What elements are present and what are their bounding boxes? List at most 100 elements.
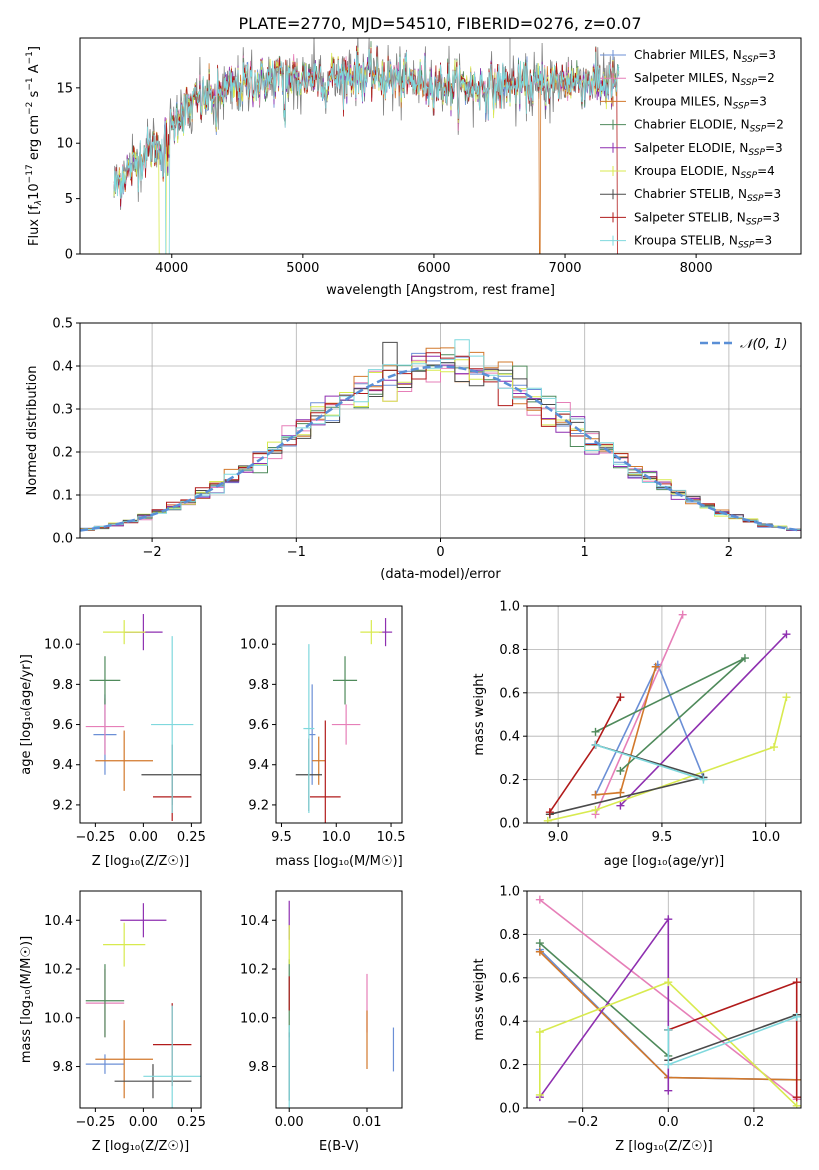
legend-entry: Kroupa MILES, NSSP=3	[634, 94, 767, 111]
x-tick-label: −1	[287, 545, 306, 560]
y-tick-label: 0.5	[52, 317, 73, 332]
y-tick-label: 10.4	[240, 914, 269, 929]
axes-frame	[275, 890, 403, 1109]
axes-frame	[275, 605, 403, 824]
normal-curve	[80, 365, 801, 532]
y-tick-label: 0.4	[499, 1015, 520, 1030]
x-tick-label: 2	[725, 545, 733, 560]
y-tick-label: 1.0	[499, 600, 520, 615]
weight-marker	[616, 693, 625, 702]
weight-marker	[591, 740, 600, 749]
y-tick-label: 9.8	[248, 1060, 269, 1075]
axes-weight_vs_age: 9.0 9.5 10.0 0.0 0.2 0.4 0.6 0.8 1.0 age [log₁₀(a…	[472, 600, 802, 869]
y-tick-label: 0.8	[499, 643, 520, 658]
weight-line	[539, 981, 798, 1107]
spectrum-line	[113, 41, 620, 199]
weight-marker	[782, 630, 791, 639]
y-tick-label: 0.0	[52, 532, 73, 547]
x-tick-label: 0.00	[275, 1115, 304, 1130]
y-tick-label: 0.2	[499, 773, 520, 788]
legend-entry: Salpeter STELIB, NSSP=3	[634, 210, 780, 227]
axes-age_vs_mass: 9.5 10.0 10.5 9.2 9.4 9.6 9.8 10.0 mass [log₁₀(M…	[240, 605, 406, 869]
plot-area	[85, 903, 201, 1108]
weight-marker	[740, 654, 749, 663]
y-tick-label: 9.4	[52, 758, 73, 773]
y-tick-label: 9.2	[248, 798, 269, 813]
legend-entry: Chabrier STELIB, NSSP=3	[634, 187, 781, 204]
weight-marker	[616, 801, 625, 810]
weight-line	[547, 696, 788, 822]
plot-area	[288, 900, 395, 1108]
weight-marker	[792, 1101, 801, 1108]
y-tick-label: 10.0	[240, 1011, 269, 1026]
y-tick-label: 10	[56, 137, 73, 152]
plot-area	[80, 339, 801, 532]
weight-marker	[591, 805, 600, 814]
y-tick-label: 9.8	[248, 678, 269, 693]
x-tick-label: 0.00	[129, 830, 158, 845]
x-axis-label: mass [log₁₀(M/M☉)]	[275, 854, 402, 869]
weight-marker	[664, 978, 673, 987]
plot-area	[535, 895, 801, 1108]
x-tick-label: 0.25	[177, 830, 206, 845]
x-tick-label: −0.25	[75, 830, 115, 845]
y-tick-label: 0.6	[499, 686, 520, 701]
y-tick-label: 9.8	[52, 678, 73, 693]
y-tick-label: 9.8	[52, 1060, 73, 1075]
y-tick-label: 0.6	[499, 971, 520, 986]
y-tick-label: 10.0	[44, 1011, 73, 1026]
weight-marker	[699, 775, 708, 784]
weight-line	[594, 614, 684, 815]
legend-entry: Chabrier ELODIE, NSSP=2	[634, 118, 784, 135]
y-axis-label: Normed distribution	[25, 366, 40, 496]
plot-area	[295, 618, 393, 823]
axes-mass_vs_ebv: 0.00 0.01 9.8 10.0 10.2 10.4 E(B-V)	[240, 890, 403, 1154]
axes-frame	[79, 890, 202, 1109]
axes-frame	[526, 605, 802, 824]
x-tick-label: 9.5	[271, 830, 292, 845]
y-tick-label: 10.0	[240, 638, 269, 653]
y-tick-label: 15	[56, 81, 73, 96]
y-tick-label: 0.2	[499, 1058, 520, 1073]
y-tick-label: 0.0	[499, 817, 520, 832]
weight-marker	[545, 808, 554, 817]
x-tick-label: 1	[581, 545, 589, 560]
x-axis-label: (data-model)/error	[380, 567, 501, 582]
weight-marker	[535, 895, 544, 904]
y-tick-label: 9.4	[248, 758, 269, 773]
y-tick-label: 10.4	[44, 914, 73, 929]
y-tick-label: 10.0	[44, 638, 73, 653]
y-tick-label: 10.2	[240, 963, 269, 978]
y-tick-label: 0.1	[52, 489, 73, 504]
y-tick-label: 0.8	[499, 928, 520, 943]
weight-line	[539, 942, 670, 1058]
axes-residuals: −2 −1 0 1 2 0.0 0.1 0.2 0.3 0.4 0.5 (data-model)/er…	[25, 317, 802, 582]
x-tick-label: 0	[436, 545, 444, 560]
weight-marker	[770, 743, 779, 752]
axes-frame	[526, 890, 802, 1109]
histogram-step	[80, 339, 801, 530]
x-tick-label: −0.25	[75, 1115, 115, 1130]
weight-marker	[616, 766, 625, 775]
weight-marker	[535, 1028, 544, 1037]
x-tick-label: −2	[143, 545, 162, 560]
weight-marker	[535, 1090, 544, 1099]
weight-marker	[664, 1025, 673, 1034]
weight-marker	[535, 947, 544, 956]
weight-marker	[664, 1086, 673, 1095]
weight-marker	[543, 816, 552, 823]
weight-marker	[782, 693, 791, 702]
weight-marker	[535, 939, 544, 948]
y-tick-label: 10.2	[44, 963, 73, 978]
legend-entry: Salpeter MILES, NSSP=2	[634, 71, 775, 88]
spectrum-line	[113, 49, 620, 254]
axes-frame	[79, 37, 802, 255]
x-tick-label: 0.25	[177, 1115, 206, 1130]
figure-title: PLATE=2770, MJD=54510, FIBERID=0276, z=0…	[238, 14, 641, 33]
x-tick-label: 0.00	[129, 1115, 158, 1130]
x-tick-label: 9.0	[548, 830, 569, 845]
weight-marker	[792, 978, 801, 987]
weight-marker	[792, 1093, 801, 1102]
x-axis-label: Z [log₁₀(Z/Z☉)]	[92, 1139, 189, 1154]
